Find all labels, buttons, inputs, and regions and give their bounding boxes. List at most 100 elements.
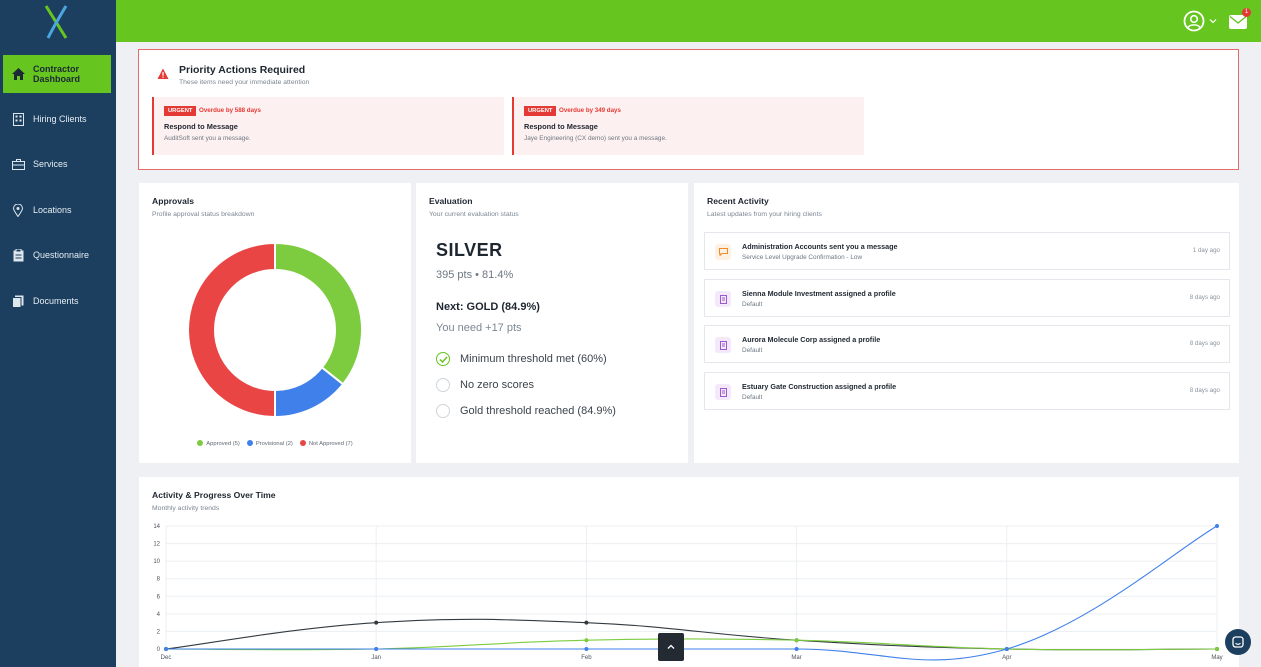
evaluation-title: Evaluation xyxy=(429,196,473,206)
y-tick-label: 12 xyxy=(153,542,160,548)
evaluation-next-tier: Next: GOLD (84.9%) xyxy=(436,301,540,313)
sidebar-item-hiring-clients[interactable]: Hiring Clients xyxy=(3,100,111,138)
activity-item[interactable]: Aurora Molecule Corp assigned a profile … xyxy=(704,325,1230,363)
check-label: Gold threshold reached (84.9%) xyxy=(460,405,616,417)
warning-icon xyxy=(157,68,169,79)
series-point[interactable] xyxy=(164,647,168,651)
logo-icon[interactable] xyxy=(40,2,72,42)
evaluation-points: 395 pts • 81.4% xyxy=(436,269,514,281)
y-tick-label: 10 xyxy=(153,559,160,565)
legend-item-provisional[interactable]: Provisional (2) xyxy=(246,440,293,447)
sidebar-item-locations[interactable]: Locations xyxy=(3,191,111,229)
sidebar-item-label: Hiring Clients xyxy=(33,114,87,124)
sidebar-item-questionnaire[interactable]: Questionnaire xyxy=(3,236,111,274)
sidebar-item-label: Contractor Dashboard xyxy=(33,64,81,84)
donut-legend: Approved (5) Provisional (2) Not Approve… xyxy=(139,440,411,447)
profile-icon xyxy=(715,384,731,400)
series-point[interactable] xyxy=(584,647,589,651)
profile-icon xyxy=(715,291,731,307)
activity-item-subtitle: Service Level Upgrade Confirmation - Low xyxy=(742,254,863,261)
check-item-gold-threshold: Gold threshold reached (84.9%) xyxy=(436,404,616,418)
activity-item-title: Aurora Molecule Corp assigned a profile xyxy=(742,335,881,344)
activity-item[interactable]: Estuary Gate Construction assigned a pro… xyxy=(704,372,1230,410)
y-tick-label: 0 xyxy=(157,647,161,653)
activity-item-title: Administration Accounts sent you a messa… xyxy=(742,242,898,251)
x-tick-label: Jan xyxy=(371,655,381,661)
x-tick-label: May xyxy=(1211,655,1222,661)
approvals-donut-chart xyxy=(187,241,363,419)
x-tick-label: Apr xyxy=(1002,655,1011,661)
series-point[interactable] xyxy=(584,638,589,643)
recent-activity-card: Recent Activity Latest updates from your… xyxy=(694,183,1239,463)
activity-item[interactable]: Administration Accounts sent you a messa… xyxy=(704,232,1230,270)
empty-circle-icon xyxy=(436,404,450,418)
donut-slice-not-approved[interactable] xyxy=(187,241,276,419)
series-point[interactable] xyxy=(584,620,589,625)
activity-title: Recent Activity xyxy=(707,196,769,206)
check-label: No zero scores xyxy=(460,379,534,391)
activity-item[interactable]: Sienna Module Investment assigned a prof… xyxy=(704,279,1230,317)
chat-icon xyxy=(1232,636,1244,648)
sidebar: Contractor Dashboard Hiring Clients Serv… xyxy=(0,0,116,667)
empty-circle-icon xyxy=(436,378,450,392)
legend-item-not-approved[interactable]: Not Approved (7) xyxy=(299,440,353,447)
check-item-no-zero-scores: No zero scores xyxy=(436,378,534,392)
donut-slice-approved[interactable] xyxy=(274,241,363,386)
notification-badge: 1 xyxy=(1242,8,1251,17)
mail-icon xyxy=(1229,15,1247,29)
evaluation-tier: SILVER xyxy=(436,240,503,260)
alert-card[interactable]: URGENT Overdue by 588 days Respond to Me… xyxy=(152,97,504,155)
check-label: Minimum threshold met (60%) xyxy=(460,353,607,365)
user-avatar-icon xyxy=(1183,10,1205,32)
activity-item-title: Sienna Module Investment assigned a prof… xyxy=(742,289,896,298)
series-point[interactable] xyxy=(374,620,379,625)
topbar: 1 xyxy=(116,0,1261,42)
check-item-minimum-threshold: Minimum threshold met (60%) xyxy=(436,352,607,366)
x-tick-label: Mar xyxy=(791,655,801,661)
sidebar-item-label: Documents xyxy=(33,296,79,306)
series-point[interactable] xyxy=(794,638,799,643)
sidebar-item-services[interactable]: Services xyxy=(3,145,111,183)
activity-item-time: 8 days ago xyxy=(1189,387,1220,394)
chevron-down-icon xyxy=(1209,19,1217,24)
evaluation-card: Evaluation Your current evaluation statu… xyxy=(416,183,688,463)
overdue-text: Overdue by 349 days xyxy=(559,107,621,114)
series-line-0 xyxy=(165,618,1218,651)
evaluation-subtitle: Your current evaluation status xyxy=(429,211,519,218)
messages-button[interactable]: 1 xyxy=(1229,8,1251,30)
evaluation-points-needed: You need +17 pts xyxy=(436,322,522,334)
priority-subtitle: These items need your immediate attentio… xyxy=(179,79,310,86)
sidebar-item-label: Locations xyxy=(33,205,72,215)
activity-line-chart: 0 2 4 6 8 10 12 14 Dec Jan Feb Mar Apr May xyxy=(153,524,1223,661)
series-point[interactable] xyxy=(1004,647,1009,651)
legend-item-approved[interactable]: Approved (5) xyxy=(197,440,240,447)
series-point[interactable] xyxy=(1215,524,1219,528)
alert-description: Jaye Engineering (CX demo) sent you a me… xyxy=(524,135,667,142)
sidebar-item-documents[interactable]: Documents xyxy=(3,282,111,320)
urgent-badge: URGENT xyxy=(524,106,557,116)
donut-slice-provisional[interactable] xyxy=(274,366,345,419)
chat-launcher-button[interactable] xyxy=(1225,629,1251,655)
series-point[interactable] xyxy=(794,647,799,651)
series-point[interactable] xyxy=(374,647,379,651)
clipboard-icon xyxy=(11,248,25,262)
overdue-text: Overdue by 588 days xyxy=(199,107,261,114)
alert-title: Respond to Message xyxy=(164,122,238,131)
scroll-to-top-button[interactable] xyxy=(658,633,684,661)
progress-chart-card: Activity & Progress Over Time Monthly ac… xyxy=(139,477,1239,667)
activity-subtitle: Latest updates from your hiring clients xyxy=(707,211,822,218)
building-icon xyxy=(11,112,25,126)
activity-item-subtitle: Default xyxy=(742,301,763,308)
series-point[interactable] xyxy=(1215,647,1219,651)
priority-actions-panel: Priority Actions Required These items ne… xyxy=(138,49,1239,170)
profile-icon xyxy=(715,337,731,353)
user-menu-button[interactable] xyxy=(1183,10,1217,32)
activity-item-time: 8 days ago xyxy=(1189,294,1220,301)
y-tick-label: 14 xyxy=(153,524,160,530)
approvals-title: Approvals xyxy=(152,196,195,206)
sidebar-item-label: Services xyxy=(33,159,68,169)
sidebar-item-contractor-dashboard[interactable]: Contractor Dashboard xyxy=(3,55,111,93)
chevron-up-icon xyxy=(667,644,675,649)
alert-card[interactable]: URGENT Overdue by 349 days Respond to Me… xyxy=(512,97,864,155)
progress-subtitle: Monthly activity trends xyxy=(152,505,220,512)
